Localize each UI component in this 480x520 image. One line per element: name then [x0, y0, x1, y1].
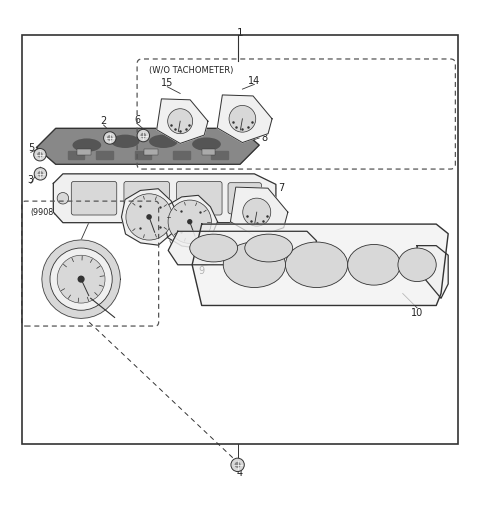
Circle shape — [126, 194, 172, 240]
Polygon shape — [192, 224, 448, 305]
Circle shape — [147, 215, 151, 219]
Circle shape — [243, 198, 271, 226]
Polygon shape — [217, 95, 272, 142]
FancyBboxPatch shape — [177, 181, 222, 215]
Bar — [173, 151, 190, 160]
Polygon shape — [168, 231, 317, 265]
Ellipse shape — [190, 234, 238, 262]
Text: 7: 7 — [278, 183, 285, 193]
Circle shape — [78, 276, 84, 282]
Text: 6: 6 — [134, 115, 140, 125]
Circle shape — [231, 458, 244, 472]
Polygon shape — [53, 174, 276, 223]
Circle shape — [235, 462, 240, 468]
Circle shape — [253, 192, 265, 204]
Polygon shape — [121, 189, 179, 245]
Ellipse shape — [72, 138, 101, 152]
Ellipse shape — [223, 242, 286, 288]
Bar — [211, 151, 228, 160]
Bar — [135, 151, 152, 160]
Circle shape — [37, 152, 43, 158]
Circle shape — [37, 171, 43, 177]
Ellipse shape — [286, 242, 348, 288]
FancyBboxPatch shape — [124, 181, 169, 215]
Circle shape — [107, 135, 113, 141]
Ellipse shape — [149, 135, 178, 148]
Circle shape — [168, 109, 192, 134]
Text: 12: 12 — [180, 229, 192, 239]
Circle shape — [34, 167, 47, 180]
Circle shape — [57, 255, 105, 303]
Polygon shape — [417, 245, 448, 298]
Ellipse shape — [348, 244, 400, 285]
Ellipse shape — [192, 137, 221, 151]
Polygon shape — [36, 128, 259, 164]
Circle shape — [57, 192, 69, 204]
FancyBboxPatch shape — [72, 181, 117, 215]
Text: (-990817): (-990817) — [168, 236, 203, 243]
Bar — [22, 35, 458, 444]
Polygon shape — [164, 196, 217, 248]
Text: 9: 9 — [199, 266, 205, 276]
Polygon shape — [230, 187, 288, 237]
Ellipse shape — [245, 234, 293, 262]
Text: 15: 15 — [161, 78, 173, 88]
Text: 11: 11 — [131, 195, 143, 205]
Ellipse shape — [398, 248, 436, 281]
Text: 2: 2 — [100, 116, 107, 126]
Circle shape — [168, 200, 211, 243]
FancyBboxPatch shape — [228, 183, 262, 214]
Text: 12: 12 — [83, 212, 96, 222]
Bar — [144, 149, 157, 155]
Text: (990817-): (990817-) — [30, 207, 70, 217]
Circle shape — [188, 220, 192, 224]
Circle shape — [104, 132, 116, 144]
Circle shape — [50, 248, 112, 310]
Circle shape — [34, 149, 46, 161]
Ellipse shape — [111, 135, 140, 148]
Bar — [202, 149, 215, 155]
Polygon shape — [42, 240, 120, 318]
Circle shape — [141, 133, 146, 138]
Bar — [96, 151, 113, 160]
Text: 13: 13 — [265, 194, 277, 204]
Polygon shape — [156, 99, 208, 144]
Circle shape — [137, 129, 150, 142]
Text: 14: 14 — [248, 75, 261, 85]
Text: 4: 4 — [237, 468, 243, 478]
Text: 10: 10 — [411, 308, 423, 318]
Text: 8: 8 — [262, 133, 268, 143]
Text: 1: 1 — [237, 28, 243, 37]
Text: 3: 3 — [28, 175, 34, 185]
Bar — [68, 151, 84, 160]
Text: 5: 5 — [28, 144, 34, 153]
Circle shape — [229, 106, 256, 132]
Bar — [77, 149, 91, 155]
Text: (W/O TACHOMETER): (W/O TACHOMETER) — [149, 67, 233, 75]
